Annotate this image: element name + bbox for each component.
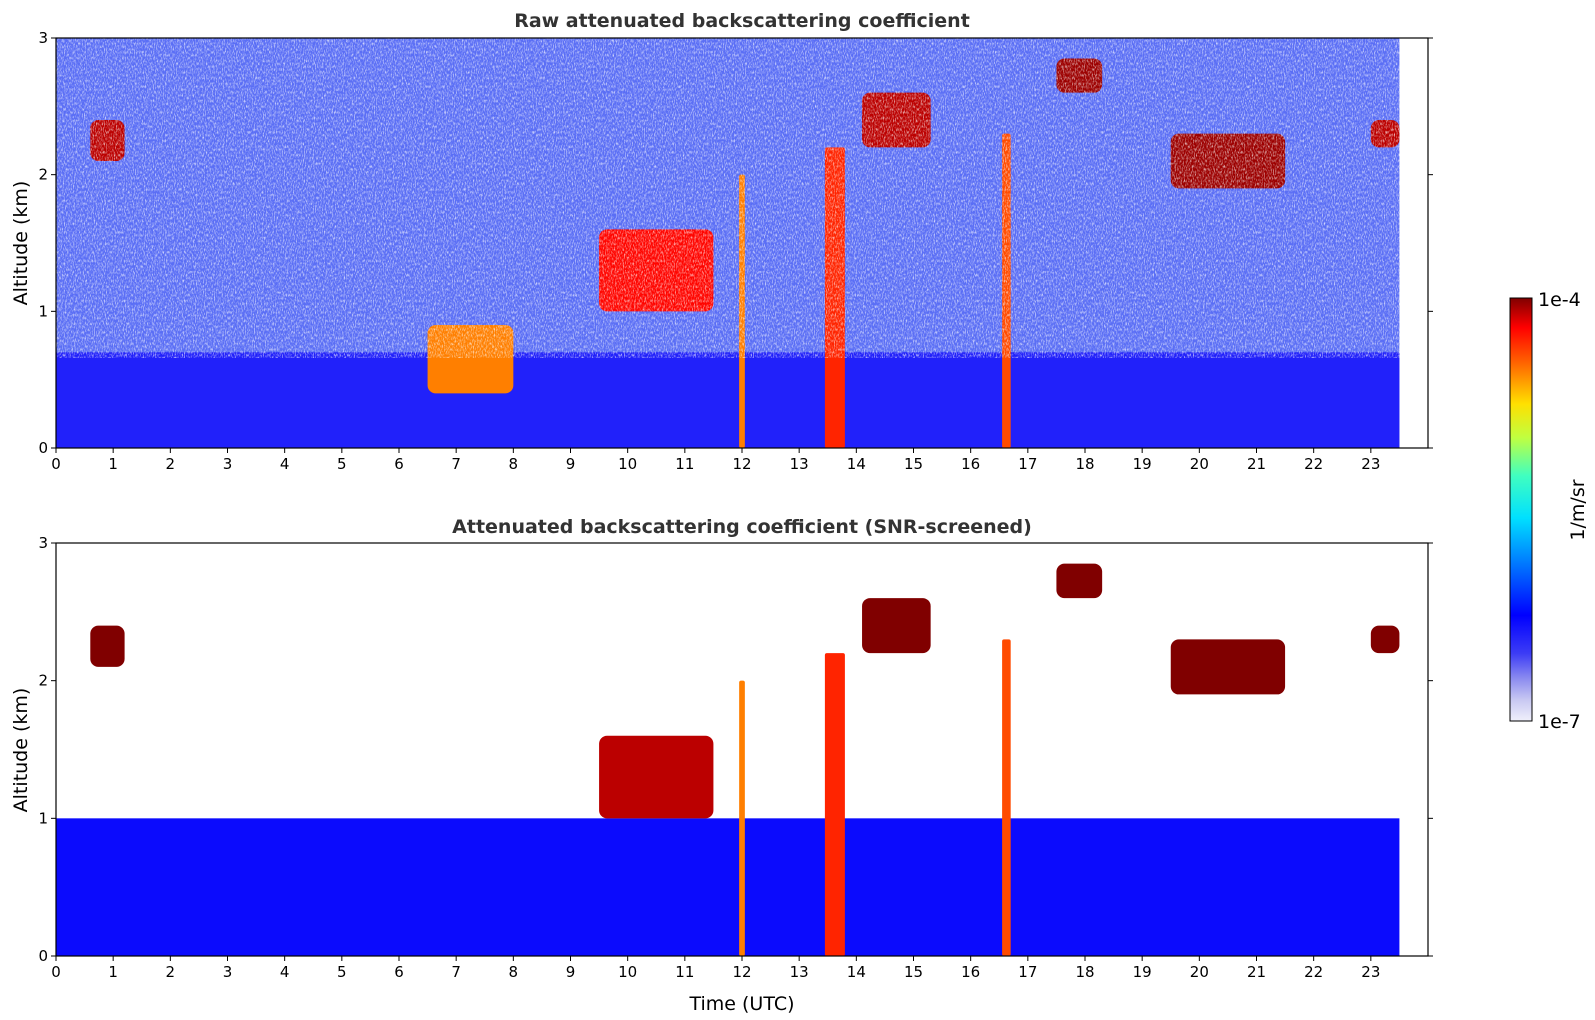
x-tick-label: 1 [108, 455, 118, 473]
x-axis-screened: 0 1 2 3 4 5 6 7 8 9 10 11 12 13 14 15 16 17 18 19 20 21 22 23 [51, 956, 1380, 981]
x-tick-label: 16 [961, 455, 980, 473]
ylabel-screened: Altitude (km) [10, 688, 32, 813]
x-tick-label: 18 [1075, 455, 1094, 473]
colorbar-gradient [1509, 297, 1533, 722]
x-tick-label: 9 [566, 455, 576, 473]
x-tick-label: 13 [790, 455, 809, 473]
x-tick-label: 19 [1133, 455, 1152, 473]
x-tick-label: 10 [618, 963, 637, 981]
x-tick-label: 13 [790, 963, 809, 981]
x-tick-label: 20 [1190, 963, 1209, 981]
x-tick-label: 0 [51, 963, 61, 981]
y-tick-label: 2 [38, 672, 48, 690]
x-tick-label: 1 [108, 963, 118, 981]
x-tick-label: 21 [1247, 963, 1266, 981]
x-tick-label: 20 [1190, 455, 1209, 473]
cloud-feature [862, 598, 931, 654]
y-tick-label: 1 [38, 809, 48, 827]
x-tick-label: 15 [904, 455, 923, 473]
x-tick-label: 7 [451, 963, 461, 981]
colorbar-min-label: 1e-7 [1538, 711, 1581, 733]
colorbar-unit-label: 1/m/sr [1567, 479, 1589, 540]
x-tick-label: 2 [166, 455, 176, 473]
x-tick-label: 8 [509, 963, 519, 981]
x-tick-label: 11 [675, 963, 694, 981]
x-tick-label: 16 [961, 963, 980, 981]
panel-title-screened: Attenuated backscattering coefficient (S… [452, 516, 1032, 538]
cloud-feature [1056, 563, 1103, 599]
x-tick-label: 7 [451, 455, 461, 473]
cloud-feature [599, 735, 714, 819]
colorbar-max-label: 1e-4 [1538, 289, 1581, 311]
x-tick-label: 6 [394, 455, 404, 473]
x-tick-label: 3 [223, 963, 233, 981]
x-tick-label: 22 [1304, 963, 1323, 981]
x-tick-label: 4 [280, 455, 290, 473]
x-tick-label: 18 [1075, 963, 1094, 981]
noise-overlay [56, 38, 1400, 358]
cloud-feature [1370, 625, 1400, 654]
heatmap-screened [56, 543, 1400, 956]
xlabel-time: Time (UTC) [688, 993, 794, 1015]
x-tick-label: 23 [1361, 455, 1380, 473]
x-tick-label: 9 [566, 963, 576, 981]
cloud-feature [1170, 639, 1286, 695]
x-tick-label: 5 [337, 963, 347, 981]
aerosol_layer-feature [56, 818, 1400, 956]
x-axis-raw: 0 1 2 3 4 5 6 7 8 9 10 11 12 13 14 15 16 17 18 19 20 21 22 23 [51, 448, 1380, 473]
x-tick-label: 4 [280, 963, 290, 981]
x-tick-label: 8 [509, 455, 519, 473]
colorbar: 1e-4 1e-7 1/m/sr [1509, 289, 1589, 733]
y-tick-label: 3 [38, 29, 48, 47]
x-tick-label: 17 [1018, 455, 1037, 473]
x-tick-label: 10 [618, 455, 637, 473]
precipitation-feature [1002, 639, 1011, 956]
y-tick-label: 0 [38, 439, 48, 457]
x-tick-label: 21 [1247, 455, 1266, 473]
y-axis-screened: 0 1 2 3 [38, 534, 1433, 965]
y-tick-label: 3 [38, 534, 48, 552]
x-tick-label: 19 [1133, 963, 1152, 981]
heatmap-raw [56, 38, 1400, 448]
panel-raw: Raw attenuated backscattering coefficien… [10, 10, 1433, 473]
x-tick-label: 15 [904, 963, 923, 981]
x-tick-label: 5 [337, 455, 347, 473]
x-tick-label: 12 [732, 963, 751, 981]
y-tick-label: 0 [38, 947, 48, 965]
y-tick-label: 1 [38, 302, 48, 320]
cloud-feature [90, 625, 125, 667]
x-tick-label: 12 [732, 455, 751, 473]
x-tick-label: 17 [1018, 963, 1037, 981]
y-axis-raw: 0 1 2 3 [38, 29, 1433, 457]
x-tick-label: 11 [675, 455, 694, 473]
x-tick-label: 22 [1304, 455, 1323, 473]
aerosol_layer-feature [56, 352, 1400, 448]
x-tick-label: 14 [847, 963, 866, 981]
x-tick-label: 2 [166, 963, 176, 981]
ylabel-raw: Altitude (km) [10, 181, 32, 306]
panel-screened: Attenuated backscattering coefficient (S… [10, 516, 1433, 1015]
x-tick-label: 23 [1361, 963, 1380, 981]
x-tick-label: 3 [223, 455, 233, 473]
precipitation-feature [824, 653, 845, 956]
x-tick-label: 6 [394, 963, 404, 981]
x-tick-label: 0 [51, 455, 61, 473]
precipitation-feature [739, 680, 745, 956]
x-tick-label: 14 [847, 455, 866, 473]
y-tick-label: 2 [38, 166, 48, 184]
panel-title-raw: Raw attenuated backscattering coefficien… [514, 10, 970, 32]
